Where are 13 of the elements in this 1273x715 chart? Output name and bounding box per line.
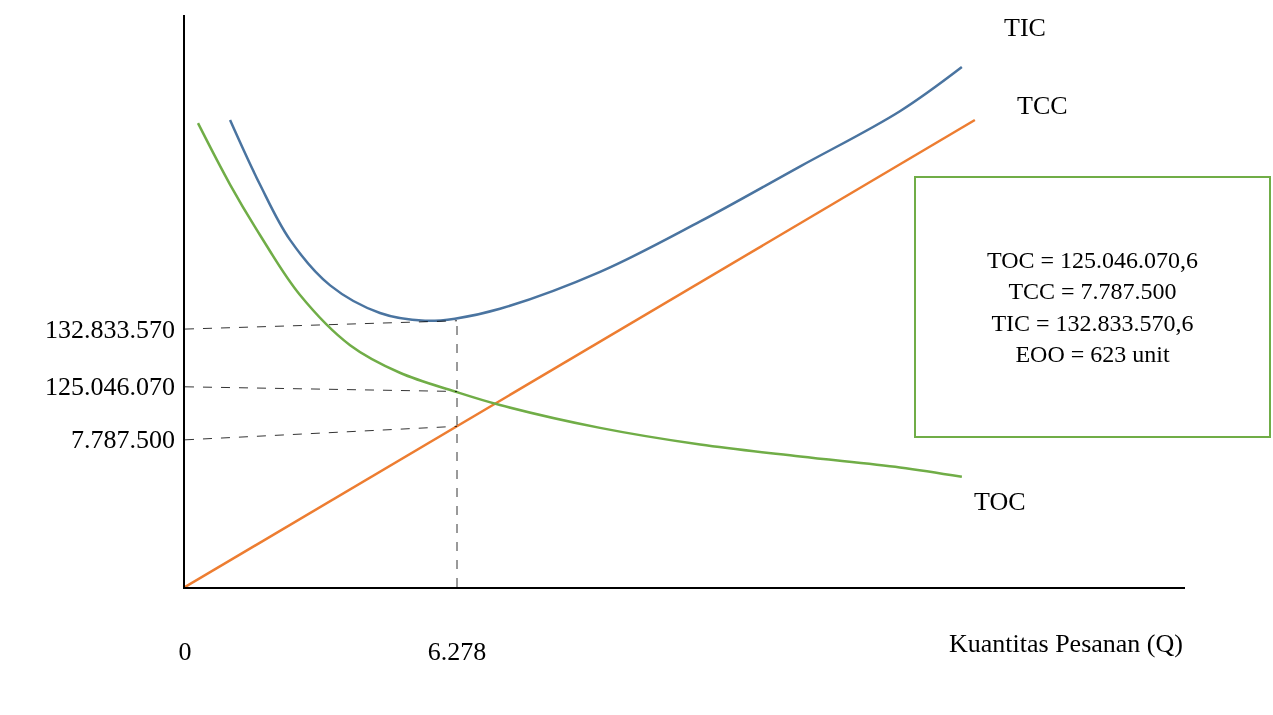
annotation: EOO = 623 unit xyxy=(1015,340,1170,367)
x-axis-title: Kuantitas Pesanan (Q) xyxy=(949,629,1183,658)
series-label: 7.787.500 xyxy=(71,425,175,454)
x-tick-label: 6.278 xyxy=(427,637,487,667)
annotation: TIC = 132.833.570,6 xyxy=(991,309,1194,336)
annotation: TCC = 7.787.500 xyxy=(1008,278,1177,305)
series-label: 132.833.570 xyxy=(45,315,175,344)
series-label: TOC xyxy=(974,487,1026,516)
x-tick-label: 0 xyxy=(178,637,192,667)
series-label: TIC xyxy=(1004,13,1046,42)
series-label: 125.046.070 xyxy=(45,372,175,401)
series-label: TCC xyxy=(1017,91,1068,120)
annotation: TOC = 125.046.070,6 xyxy=(986,247,1199,274)
